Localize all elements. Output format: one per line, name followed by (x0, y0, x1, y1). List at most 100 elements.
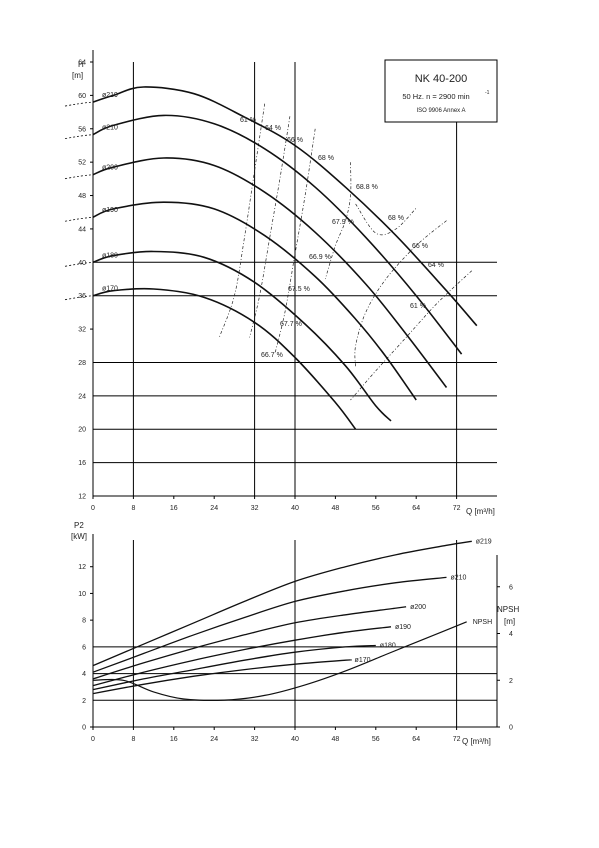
head-y-tick-label: 12 (78, 494, 86, 501)
efficiency-label: 66.9 % (309, 254, 331, 261)
head-x-tick-label: 56 (372, 505, 380, 512)
power-x-tick-label: 32 (251, 736, 259, 743)
power-y-tick-label: 8 (82, 618, 86, 625)
power-y-tick-label: 4 (82, 671, 86, 678)
power-x-tick-label: 72 (453, 736, 461, 743)
head-curve (92, 250, 392, 422)
power-x-tick-label: 48 (332, 736, 340, 743)
head-y-tick-label: 48 (78, 193, 86, 200)
npsh-y-tick-label: 4 (509, 631, 513, 638)
head-x-tick-label: 0 (91, 505, 95, 512)
power-x-tick-label: 56 (372, 736, 380, 743)
power-x-tick-label: 40 (291, 736, 299, 743)
power-y-tick-label: 0 (82, 725, 86, 732)
test-standard: ISO 9906 Annex A (416, 108, 465, 114)
power-y-axis-symbol: P2 (74, 521, 84, 530)
power-curve (92, 576, 447, 673)
power-curve-label: ø170 (355, 657, 371, 664)
power-x-axis-title: Q [m³/h] (462, 737, 491, 746)
power-x-tick-label: 8 (131, 736, 135, 743)
power-curve (92, 644, 376, 691)
efficiency-label: 64 % (265, 125, 281, 132)
head-y-tick-label: 36 (78, 293, 86, 300)
power-x-tick-label: 24 (210, 736, 218, 743)
efficiency-iso-line (355, 203, 417, 236)
head-x-tick-label: 24 (210, 505, 218, 512)
npsh-curve-label: NPSH (473, 619, 492, 626)
power-curves (92, 540, 472, 695)
head-curve-label: ø219 (102, 92, 118, 99)
head-curves (64, 86, 478, 430)
head-x-tick-label: 8 (131, 505, 135, 512)
head-y-tick-label: 52 (78, 160, 86, 167)
power-curve (92, 606, 407, 680)
head-curve (92, 201, 417, 401)
power-curve-label: ø200 (410, 604, 426, 611)
power-x-tick-label: 64 (412, 736, 420, 743)
head-y-tick-label: 28 (78, 360, 86, 367)
head-y-tick-label: 56 (78, 126, 86, 133)
efficiency-iso-line (218, 103, 266, 338)
efficiency-label: 66 % (412, 243, 428, 250)
head-curve (92, 157, 448, 388)
head-x-axis-title: Q [m³/h] (466, 507, 495, 516)
power-curve-label: ø210 (451, 574, 467, 581)
head-curve-extension (64, 216, 94, 222)
efficiency-label: 68 % (388, 215, 404, 222)
title-box: NK 40-200 50 Hz. n = 2900 min -1 ISO 990… (384, 59, 498, 123)
title-box-frame (384, 59, 498, 123)
head-x-tick-label: 72 (453, 505, 461, 512)
efficiency-label: 61 % (240, 117, 256, 124)
power-y-tick-label: 6 (82, 644, 86, 651)
head-curve (92, 86, 478, 327)
power-curve (92, 540, 472, 667)
npsh-axis-symbol: NPSH (497, 605, 519, 614)
head-y-tick-label: 44 (78, 226, 86, 233)
head-curve-extension (64, 174, 94, 180)
efficiency-iso-line (249, 116, 291, 338)
power-curve (92, 659, 352, 695)
power-x-tick-label: 16 (170, 736, 178, 743)
head-y-tick-label: 20 (78, 427, 86, 434)
power-curve-label: ø190 (395, 624, 411, 631)
speed-unit-exponent: -1 (485, 90, 490, 96)
head-curve-label: ø200 (102, 165, 118, 172)
power-y-tick-label: 2 (82, 698, 86, 705)
npsh-y-tick-label: 0 (509, 725, 513, 732)
efficiency-label: 66 % (287, 137, 303, 144)
head-curve-extension (64, 134, 94, 140)
efficiency-label: 68 % (318, 155, 334, 162)
efficiency-label: 67.7 % (280, 321, 302, 328)
efficiency-iso-line (350, 270, 473, 401)
efficiency-lines (218, 103, 473, 401)
power-y-tick-label: 10 (78, 591, 86, 598)
head-x-tick-label: 64 (412, 505, 420, 512)
power-curve (92, 626, 392, 687)
efficiency-label: 66.7 % (261, 352, 283, 359)
power-curve-label: ø180 (380, 643, 396, 650)
speed-condition: 50 Hz. n = 2900 min (402, 92, 469, 101)
head-curve (92, 114, 463, 355)
head-x-tick-label: 16 (170, 505, 178, 512)
head-curve-label: ø190 (102, 207, 118, 214)
power-x-tick-label: 0 (91, 736, 95, 743)
head-y-axis-symbol: H (78, 60, 84, 69)
efficiency-label: 64 % (428, 262, 444, 269)
head-chart-grid (90, 50, 497, 499)
npsh-curve (92, 621, 467, 701)
head-curve-label: ø210 (102, 125, 118, 132)
head-x-tick-label: 40 (291, 505, 299, 512)
head-x-tick-label: 32 (251, 505, 259, 512)
efficiency-label: 67.5 % (288, 286, 310, 293)
npsh-axis-unit: [m] (504, 617, 515, 626)
head-y-tick-label: 60 (78, 93, 86, 100)
head-curve-extension (64, 101, 94, 107)
efficiency-iso-line (354, 220, 447, 367)
head-y-tick-label: 24 (78, 393, 86, 400)
head-y-tick-label: 40 (78, 260, 86, 267)
power-curve-label: ø219 (476, 538, 492, 545)
efficiency-iso-line (274, 128, 316, 355)
power-chart-grid (90, 534, 500, 730)
